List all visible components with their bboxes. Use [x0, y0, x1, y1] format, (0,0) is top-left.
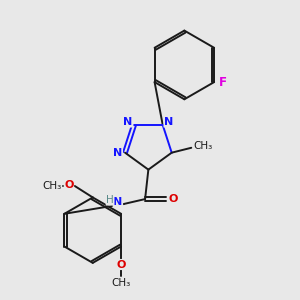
Text: CH₃: CH₃: [42, 181, 62, 191]
Text: N: N: [123, 117, 133, 127]
Text: O: O: [116, 260, 126, 269]
Text: CH₃: CH₃: [193, 141, 212, 151]
Text: CH₃: CH₃: [112, 278, 131, 287]
Text: H: H: [106, 195, 114, 205]
Text: N: N: [113, 197, 123, 207]
Text: O: O: [64, 180, 74, 190]
Text: N: N: [113, 148, 122, 158]
Text: O: O: [169, 194, 178, 204]
Text: F: F: [219, 76, 227, 88]
Text: N: N: [164, 117, 173, 127]
